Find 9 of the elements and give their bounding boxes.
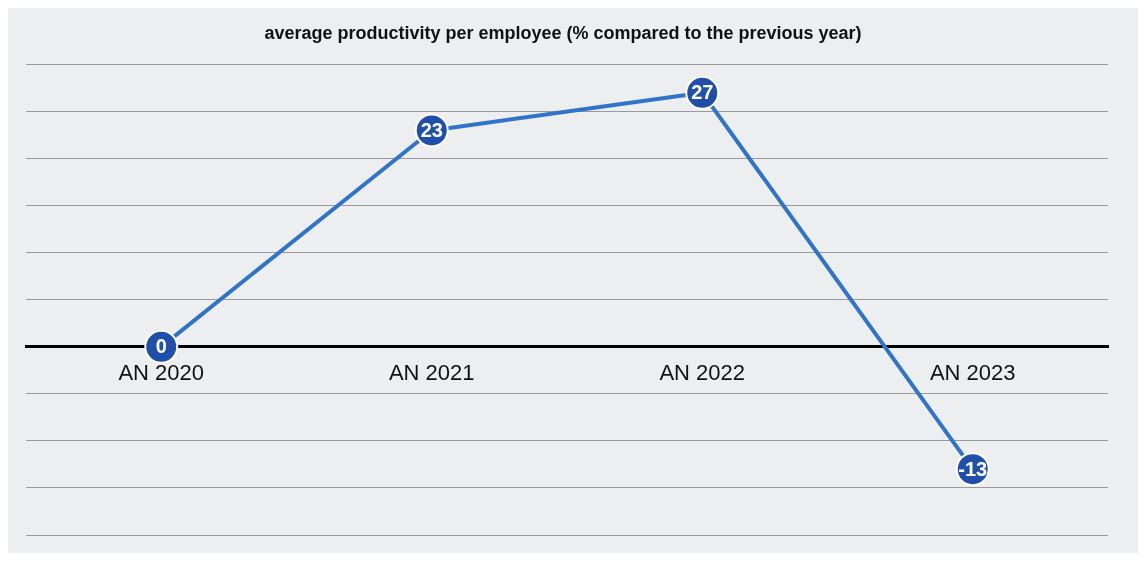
data-label: 0 <box>155 335 167 358</box>
x-tick-label: AN 2020 <box>118 360 205 386</box>
data-label: 27 <box>691 81 714 104</box>
chart-title: average productivity per employee (% compared to the previous year) <box>264 22 862 43</box>
x-tick-label: AN 2021 <box>388 360 475 386</box>
data-label: 23 <box>420 118 443 141</box>
data-label: -13 <box>958 457 988 480</box>
x-tick-label: AN 2022 <box>659 360 746 386</box>
x-tick-label: AN 2023 <box>929 360 1016 386</box>
